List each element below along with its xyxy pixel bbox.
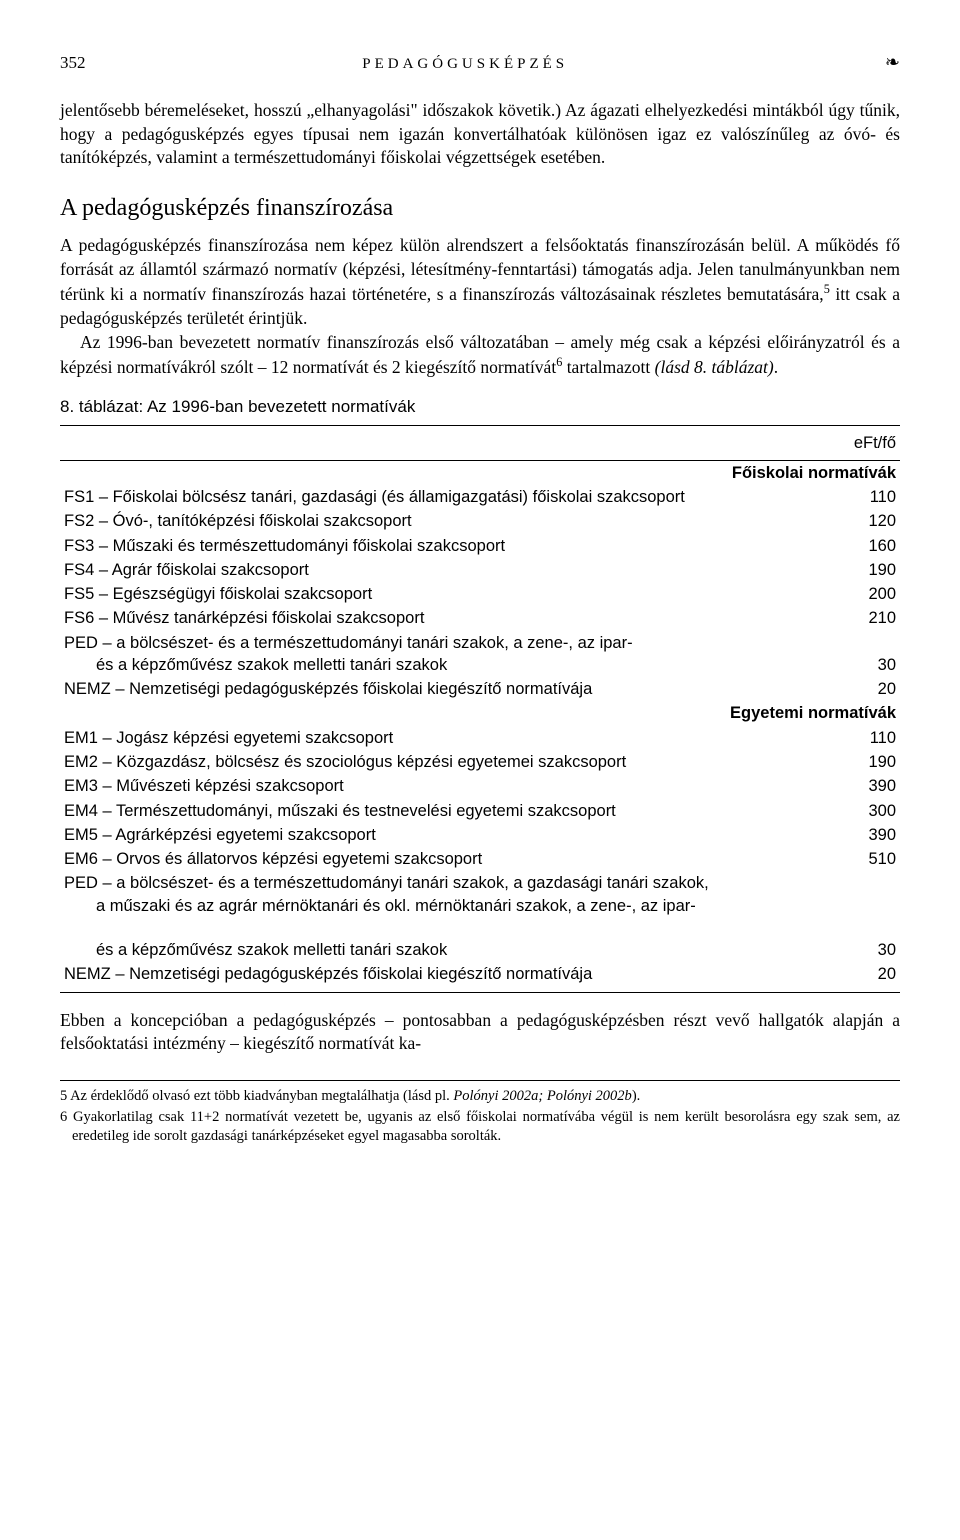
table-header-value: eFt/fő [839, 425, 900, 460]
cell-label: FS1 – Főiskolai bölcsész tanári, gazdasá… [60, 485, 839, 509]
paragraph-3: Az 1996-ban bevezetett normatív finanszí… [60, 331, 900, 380]
paragraph-continuation: jelentősebb béremeléseket, hosszú „elhan… [60, 99, 900, 170]
ped1-line2: és a képzőművész szakok melletti tanári … [64, 654, 835, 676]
table-row: EM4 – Természettudományi, műszaki és tes… [60, 799, 900, 823]
cell-value: 20 [839, 677, 900, 701]
section-label: Főiskolai normatívák [60, 460, 900, 485]
fn5-b: Polónyi 2002a; Polónyi 2002b [453, 1088, 631, 1104]
cell-value: 30 [839, 631, 900, 678]
cell-label: NEMZ – Nemzetiségi pedagógusképzés főisk… [60, 677, 839, 701]
ped2-line3: és a képzőművész szakok melletti tanári … [64, 939, 835, 961]
cell-value: 390 [839, 823, 900, 847]
table-row: EM6 – Orvos és állatorvos képzési egyete… [60, 847, 900, 871]
page-header: 352 PEDAGÓGUSKÉPZÉS ❧ [60, 50, 900, 75]
ped2-line2: a műszaki és az agrár mérnöktanári és ok… [64, 895, 835, 917]
cell-value: 300 [839, 799, 900, 823]
fn5-a: 5 Az érdeklődő olvasó ezt több kiadványb… [60, 1088, 453, 1104]
cell-value: 110 [839, 726, 900, 750]
table-row: FS2 – Óvó-, tanítóképzési főiskolai szak… [60, 509, 900, 533]
cell-value: 390 [839, 774, 900, 798]
table-row: EM3 – Művészeti képzési szakcsoport390 [60, 774, 900, 798]
table-row: EM5 – Agrárképzési egyetemi szakcsoport3… [60, 823, 900, 847]
table-row: FS4 – Agrár főiskolai szakcsoport190 [60, 558, 900, 582]
cell-label: NEMZ – Nemzetiségi pedagógusképzés főisk… [60, 962, 839, 992]
cell-value: 190 [839, 750, 900, 774]
para3-text-d: . [774, 357, 778, 377]
table-row: PED – a bölcsészet- és a természettudomá… [60, 871, 900, 962]
running-head: PEDAGÓGUSKÉPZÉS [86, 54, 845, 74]
cell-value: 30 [839, 871, 900, 962]
table-row: FS6 – Művész tanárképzési főiskolai szak… [60, 606, 900, 630]
cell-label: EM6 – Orvos és állatorvos képzési egyete… [60, 847, 839, 871]
section-label: Egyetemi normatívák [60, 701, 900, 725]
cell-label: FS5 – Egészségügyi főiskolai szakcsoport [60, 582, 839, 606]
para3-ref: (lásd 8. táblázat) [655, 357, 774, 377]
para3-text-b: tartalmazott [562, 357, 654, 377]
cell-value: 120 [839, 509, 900, 533]
cell-label: FS3 – Műszaki és természettudományi főis… [60, 534, 839, 558]
cell-value: 160 [839, 534, 900, 558]
ped1-line1: PED – a bölcsészet- és a természettudomá… [64, 634, 633, 652]
cell-label: EM5 – Agrárképzési egyetemi szakcsoport [60, 823, 839, 847]
cell-value: 20 [839, 962, 900, 992]
para2-text: A pedagógusképzés finanszírozása nem kép… [60, 235, 900, 304]
cell-label: EM2 – Közgazdász, bölcsész és szociológu… [60, 750, 839, 774]
table-row: FS3 – Műszaki és természettudományi főis… [60, 534, 900, 558]
cell-value: 210 [839, 606, 900, 630]
paragraph-4: Ebben a koncepcióban a pedagógusképzés –… [60, 1009, 900, 1056]
normativak-table: eFt/fő Főiskolai normatívák FS1 – Főisko… [60, 425, 900, 993]
section-heading: A pedagógusképzés finanszírozása [60, 192, 900, 224]
cell-label: FS2 – Óvó-, tanítóképzési főiskolai szak… [60, 509, 839, 533]
page-number: 352 [60, 52, 86, 75]
cell-label: PED – a bölcsészet- és a természettudomá… [60, 631, 839, 678]
fn5-c: ). [632, 1088, 640, 1104]
table-row: NEMZ – Nemzetiségi pedagógusképzés főisk… [60, 962, 900, 992]
paragraph-2: A pedagógusképzés finanszírozása nem kép… [60, 234, 900, 330]
table-caption: 8. táblázat: Az 1996-ban bevezetett norm… [60, 396, 900, 419]
footnotes: 5 Az érdeklődő olvasó ezt több kiadványb… [60, 1080, 900, 1146]
table-row: EM1 – Jogász képzési egyetemi szakcsopor… [60, 726, 900, 750]
footnote-5: 5 Az érdeklődő olvasó ezt több kiadványb… [60, 1087, 900, 1106]
cell-label: FS4 – Agrár főiskolai szakcsoport [60, 558, 839, 582]
cell-label: PED – a bölcsészet- és a természettudomá… [60, 871, 839, 962]
cell-label: FS6 – Művész tanárképzési főiskolai szak… [60, 606, 839, 630]
table-row: EM2 – Közgazdász, bölcsész és szociológu… [60, 750, 900, 774]
table-section-row: Egyetemi normatívák [60, 701, 900, 725]
cell-value: 190 [839, 558, 900, 582]
table-row: FS1 – Főiskolai bölcsész tanári, gazdasá… [60, 485, 900, 509]
ped2-line1: PED – a bölcsészet- és a természettudomá… [64, 874, 709, 892]
cell-label: EM4 – Természettudományi, műszaki és tes… [60, 799, 839, 823]
cell-value: 110 [839, 485, 900, 509]
table-row: PED – a bölcsészet- és a természettudomá… [60, 631, 900, 678]
cell-value: 200 [839, 582, 900, 606]
table-header-empty [60, 425, 839, 460]
table-row: NEMZ – Nemzetiségi pedagógusképzés főisk… [60, 677, 900, 701]
cell-value: 510 [839, 847, 900, 871]
table-header-row: eFt/fő [60, 425, 900, 460]
table-row: FS5 – Egészségügyi főiskolai szakcsoport… [60, 582, 900, 606]
header-flourish: ❧ [885, 50, 900, 74]
table-section-row: Főiskolai normatívák [60, 460, 900, 485]
footnote-6: 6 Gyakorlatilag csak 11+2 normatívát vez… [60, 1108, 900, 1146]
cell-label: EM1 – Jogász képzési egyetemi szakcsopor… [60, 726, 839, 750]
cell-label: EM3 – Művészeti képzési szakcsoport [60, 774, 839, 798]
